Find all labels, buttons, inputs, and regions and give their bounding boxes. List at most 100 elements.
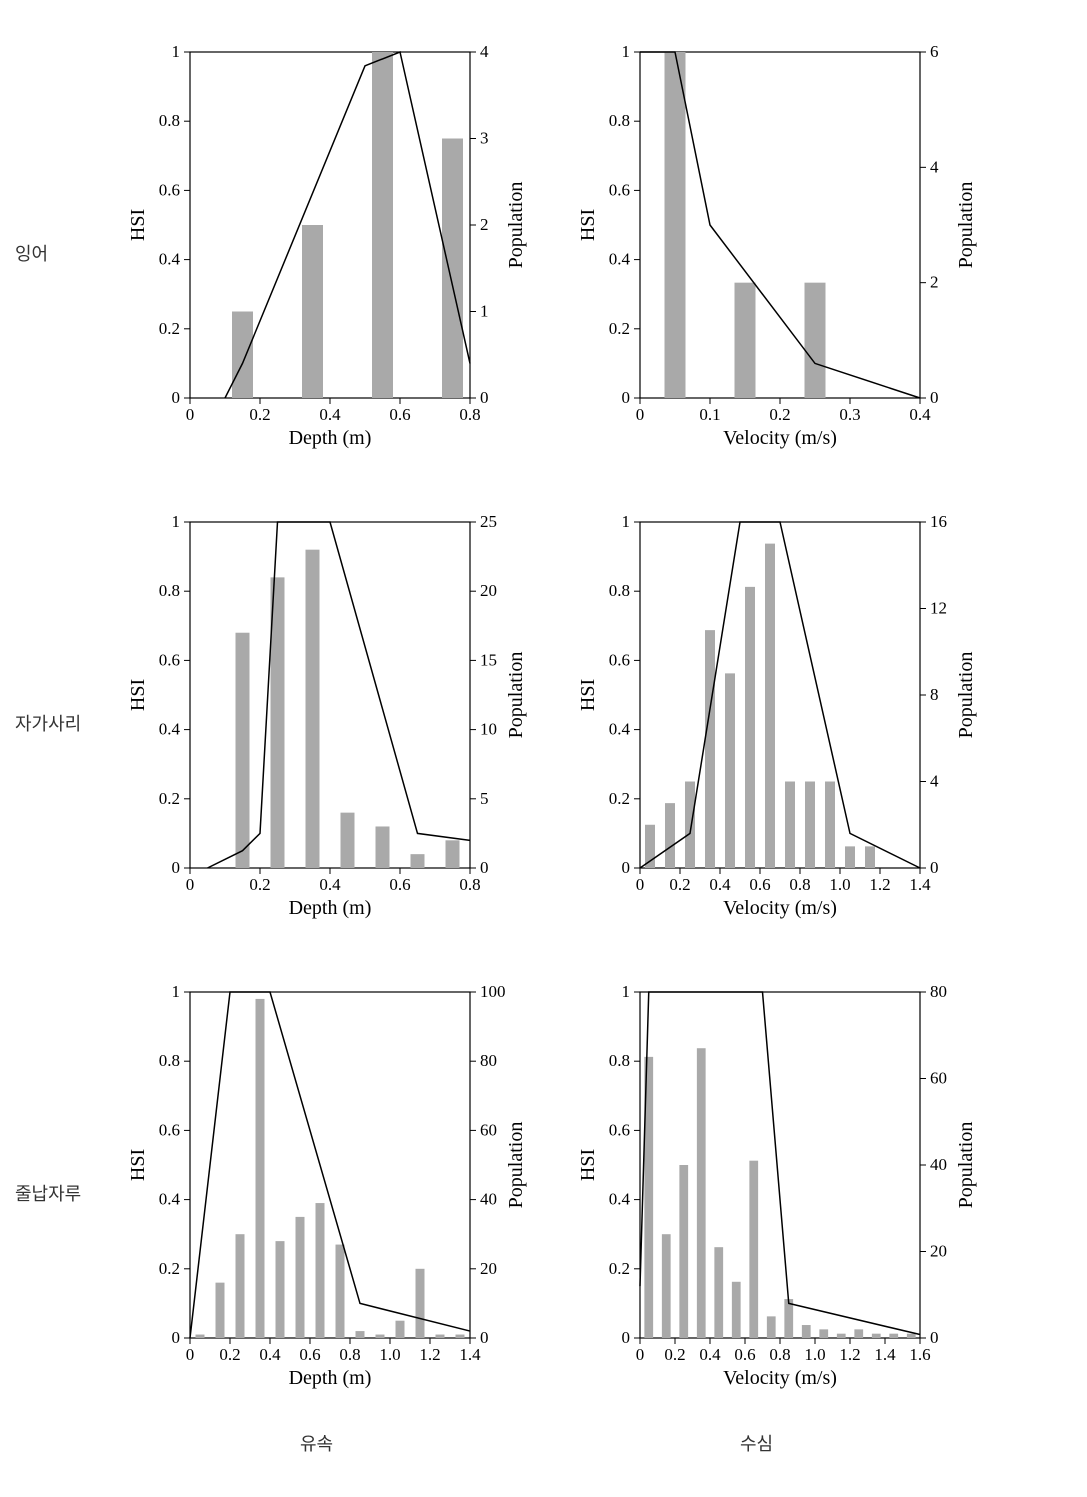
svg-text:1: 1 — [172, 982, 181, 1001]
bar — [372, 52, 393, 398]
bar — [735, 283, 756, 398]
bar — [685, 782, 695, 869]
svg-text:0: 0 — [480, 858, 489, 877]
x-axis-label: Depth (m) — [289, 427, 372, 449]
bar — [196, 1335, 205, 1338]
bar — [436, 1335, 445, 1338]
y1-axis-label: HSI — [127, 209, 149, 241]
x-axis-label: Depth (m) — [289, 1367, 372, 1389]
bar — [376, 1335, 385, 1338]
svg-text:0: 0 — [480, 388, 489, 407]
svg-text:0.4: 0.4 — [609, 720, 631, 739]
bar — [456, 1335, 465, 1338]
svg-text:1.6: 1.6 — [909, 1345, 930, 1364]
svg-text:0.8: 0.8 — [159, 1051, 180, 1070]
bar — [805, 283, 826, 398]
svg-text:0: 0 — [172, 388, 181, 407]
row-label-1: 자가사리 — [15, 710, 81, 736]
svg-text:1.2: 1.2 — [419, 1345, 440, 1364]
svg-text:1.4: 1.4 — [874, 1345, 896, 1364]
svg-text:0.6: 0.6 — [299, 1345, 320, 1364]
y2-axis-label: Population — [505, 652, 527, 739]
svg-text:0.4: 0.4 — [319, 405, 341, 424]
svg-text:0: 0 — [480, 1328, 489, 1347]
svg-text:0.1: 0.1 — [699, 405, 720, 424]
svg-text:0: 0 — [622, 1328, 631, 1347]
bar — [446, 840, 460, 868]
svg-text:0.8: 0.8 — [159, 581, 180, 600]
chart-r1c2: 00.10.20.30.400.20.40.60.810246Velocity … — [570, 40, 990, 460]
svg-text:0.8: 0.8 — [339, 1345, 360, 1364]
svg-text:0.4: 0.4 — [709, 875, 731, 894]
chart-svg: 00.20.40.60.800.20.40.60.8101234Depth (m… — [120, 40, 540, 460]
svg-text:0: 0 — [930, 858, 939, 877]
bar — [276, 1241, 285, 1338]
svg-text:0.2: 0.2 — [159, 319, 180, 338]
bar — [802, 1325, 811, 1338]
svg-text:1.2: 1.2 — [869, 875, 890, 894]
svg-text:2: 2 — [480, 215, 489, 234]
bar — [679, 1165, 688, 1338]
chart-r3c1: 00.20.40.60.81.01.21.400.20.40.60.810204… — [120, 980, 540, 1400]
svg-text:100: 100 — [480, 982, 506, 1001]
svg-text:0.4: 0.4 — [159, 250, 181, 269]
bar — [765, 544, 775, 868]
bar — [411, 854, 425, 868]
svg-text:0.4: 0.4 — [699, 1345, 721, 1364]
svg-text:1: 1 — [172, 512, 181, 531]
svg-text:0.8: 0.8 — [609, 111, 630, 130]
y1-axis-label: HSI — [577, 1149, 599, 1181]
svg-text:3: 3 — [480, 129, 489, 148]
svg-text:0: 0 — [622, 388, 631, 407]
svg-text:0.2: 0.2 — [159, 1259, 180, 1278]
svg-text:0.4: 0.4 — [609, 1190, 631, 1209]
bar — [665, 803, 675, 868]
svg-text:1: 1 — [172, 42, 181, 61]
bar — [784, 1299, 793, 1338]
bar — [662, 1234, 671, 1338]
svg-text:80: 80 — [480, 1051, 497, 1070]
chart-svg: 00.20.40.60.81.01.21.41.600.20.40.60.810… — [570, 980, 990, 1400]
svg-text:0: 0 — [172, 1328, 181, 1347]
x-axis-label: Velocity (m/s) — [723, 1367, 837, 1389]
svg-text:0.8: 0.8 — [769, 1345, 790, 1364]
svg-text:0.8: 0.8 — [609, 581, 630, 600]
svg-text:0.2: 0.2 — [769, 405, 790, 424]
bar — [376, 826, 390, 868]
svg-text:20: 20 — [480, 1259, 497, 1278]
bar — [889, 1334, 898, 1338]
svg-text:0: 0 — [186, 875, 195, 894]
svg-text:0.6: 0.6 — [609, 1120, 630, 1139]
svg-text:6: 6 — [930, 42, 939, 61]
svg-text:1.2: 1.2 — [839, 1345, 860, 1364]
svg-text:0.3: 0.3 — [839, 405, 860, 424]
bar — [819, 1329, 828, 1338]
svg-text:0.2: 0.2 — [669, 875, 690, 894]
svg-text:0.2: 0.2 — [609, 1259, 630, 1278]
svg-text:1: 1 — [622, 42, 631, 61]
bar — [336, 1245, 345, 1338]
svg-text:1: 1 — [622, 982, 631, 1001]
svg-text:0.6: 0.6 — [749, 875, 770, 894]
bar — [306, 550, 320, 868]
bar — [705, 630, 715, 868]
svg-text:0.8: 0.8 — [789, 875, 810, 894]
svg-text:0.6: 0.6 — [389, 875, 410, 894]
svg-text:5: 5 — [480, 789, 489, 808]
svg-text:0.4: 0.4 — [609, 250, 631, 269]
x-axis-label: Velocity (m/s) — [723, 897, 837, 919]
svg-text:60: 60 — [480, 1120, 497, 1139]
svg-text:1.4: 1.4 — [459, 1345, 481, 1364]
bar — [665, 52, 686, 398]
x-axis-label: Depth (m) — [289, 897, 372, 919]
svg-text:0.6: 0.6 — [389, 405, 410, 424]
svg-text:0.4: 0.4 — [159, 720, 181, 739]
svg-text:40: 40 — [480, 1190, 497, 1209]
svg-text:0.2: 0.2 — [249, 875, 270, 894]
bar — [236, 633, 250, 868]
svg-text:0.2: 0.2 — [219, 1345, 240, 1364]
hsi-line — [190, 992, 470, 1338]
bar — [749, 1161, 758, 1338]
svg-text:0.6: 0.6 — [609, 180, 630, 199]
svg-text:20: 20 — [480, 581, 497, 600]
